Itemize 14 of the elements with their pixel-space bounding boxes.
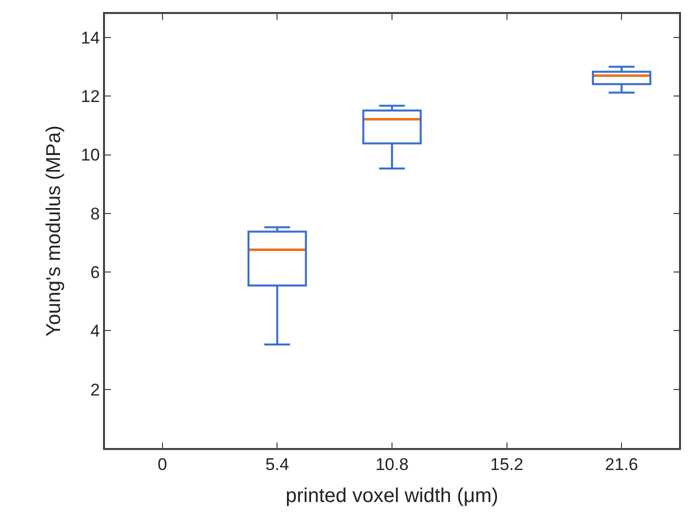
x-axis-title: printed voxel width (μm) (286, 485, 498, 508)
y-tick-label: 6 (90, 263, 100, 282)
y-tick-label: 2 (90, 380, 100, 400)
x-tick-label: 5.4 (265, 455, 290, 474)
x-tick-label: 15.2 (490, 455, 524, 474)
x-tick-label: 0 (158, 455, 168, 474)
y-tick-label: 8 (90, 204, 100, 224)
y-tick-label: 14 (80, 28, 100, 48)
y-tick-label: 4 (90, 322, 100, 341)
x-tick-label: 10.8 (375, 455, 409, 474)
y-axis-title: Young's modulus (MPa) (42, 126, 65, 336)
y-tick-label: 10 (80, 146, 100, 165)
x-tick-label: 21.6 (605, 455, 638, 474)
y-tick-label: 12 (80, 87, 100, 106)
